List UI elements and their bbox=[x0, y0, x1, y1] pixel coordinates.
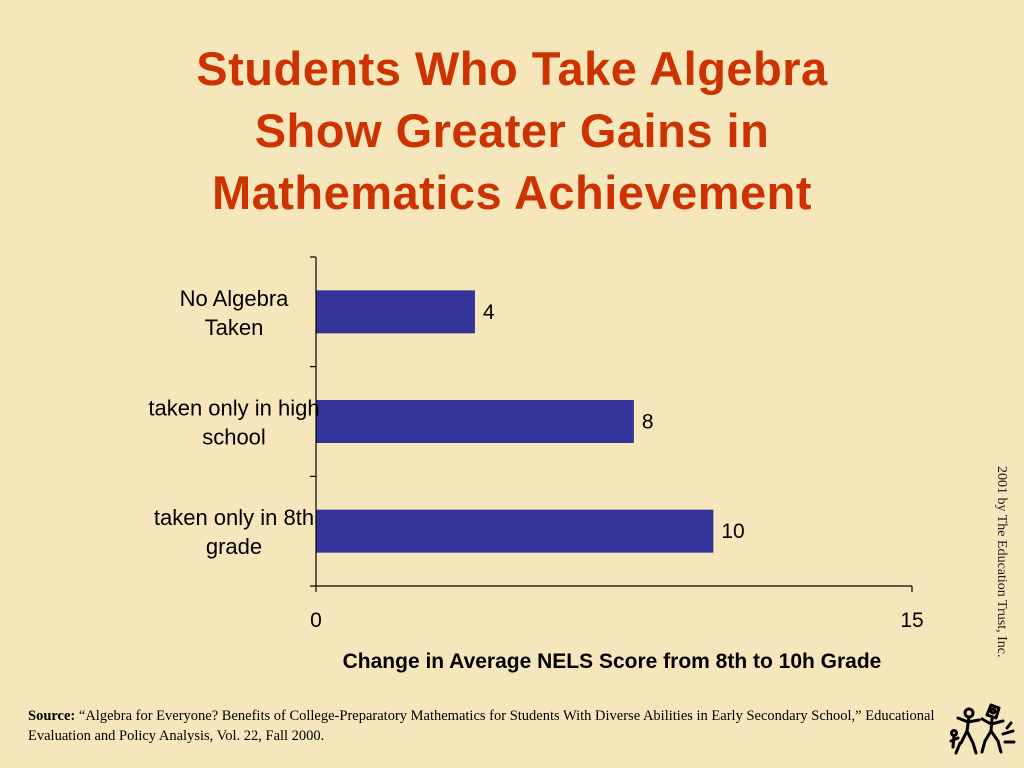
source-label: Source: bbox=[28, 708, 76, 724]
title-line-1: Students Who Take Algebra bbox=[196, 42, 828, 95]
bar-1[interactable] bbox=[316, 290, 475, 334]
source-text: “Algebra for Everyone? Benefits of Colle… bbox=[28, 708, 935, 744]
category-label-1: No Algebra Taken bbox=[180, 286, 290, 340]
page-title: Students Who Take Algebra Show Greater G… bbox=[90, 38, 934, 224]
data-label-2: 8 bbox=[642, 411, 654, 434]
source-citation: Source: “Algebra for Everyone? Benefits … bbox=[28, 706, 958, 746]
category-label-2: taken only in high school bbox=[148, 396, 319, 450]
x-tick-label-1: 0 bbox=[310, 609, 322, 632]
copyright-note: 2001 by The Education Trust, Inc. bbox=[994, 466, 1009, 658]
x-tick-label-2: 15 bbox=[900, 609, 923, 632]
bar-2[interactable] bbox=[316, 400, 634, 443]
data-label-1: 4 bbox=[483, 301, 495, 324]
children-drawing-logo-icon bbox=[949, 703, 1016, 755]
x-axis-title: Change in Average NELS Score from 8th to… bbox=[343, 650, 882, 673]
title-line-2: Show Greater Gains in bbox=[254, 104, 770, 157]
title-line-3: Mathematics Achievement bbox=[211, 166, 813, 219]
data-label-3: 10 bbox=[721, 520, 744, 543]
bar-3[interactable] bbox=[316, 509, 714, 553]
category-label-3: taken only in 8th grade bbox=[154, 505, 314, 559]
